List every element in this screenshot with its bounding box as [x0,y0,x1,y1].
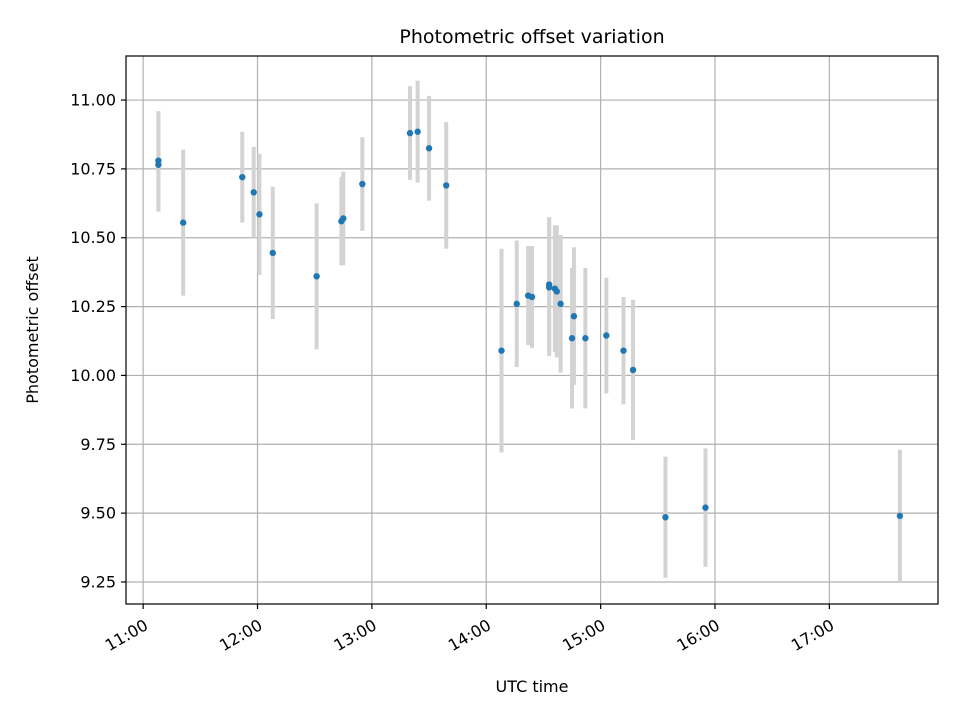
data-point [256,211,263,218]
data-point [557,300,564,308]
data-point [406,129,414,137]
grid-lines [126,56,938,604]
data-point [553,288,560,295]
y-tick-label: 9.75 [80,435,116,454]
y-tick-label: 10.75 [70,159,116,178]
data-markers [155,128,904,521]
data-point [250,189,257,196]
data-point [545,284,553,291]
data-point [568,335,576,342]
y-tick-label: 11.00 [70,91,116,110]
y-tick-label: 10.00 [70,366,116,385]
data-point [662,514,669,521]
data-point [155,161,162,168]
chart-title: Photometric offset variation [399,26,664,48]
data-point [425,145,433,152]
x-axis-label: UTC time [496,677,569,696]
y-tick-label: 9.25 [80,572,116,591]
data-point [313,273,320,280]
y-tick-label: 9.50 [80,504,116,523]
data-point [179,219,187,226]
y-axis-label: Photometric offset [23,256,42,404]
y-tick-label: 10.50 [70,228,116,247]
data-point [620,347,627,354]
plot-frame [125,55,939,605]
data-point [582,335,589,342]
data-point [513,300,520,308]
data-point [443,182,450,189]
data-point [239,173,246,181]
data-point [702,504,709,511]
data-point [498,347,505,354]
data-point [269,249,276,257]
data-point [528,293,536,301]
data-point [896,512,904,520]
data-point [603,332,610,339]
data-point [340,215,347,222]
data-point [414,128,421,135]
data-point [570,313,578,320]
y-tick-label: 10.25 [70,297,116,316]
data-point [629,366,637,374]
y-axis-ticks: 9.25 9.50 9.75 10.00 10.25 10.50 10.75 11.00 [70,91,126,591]
data-point [359,180,366,188]
